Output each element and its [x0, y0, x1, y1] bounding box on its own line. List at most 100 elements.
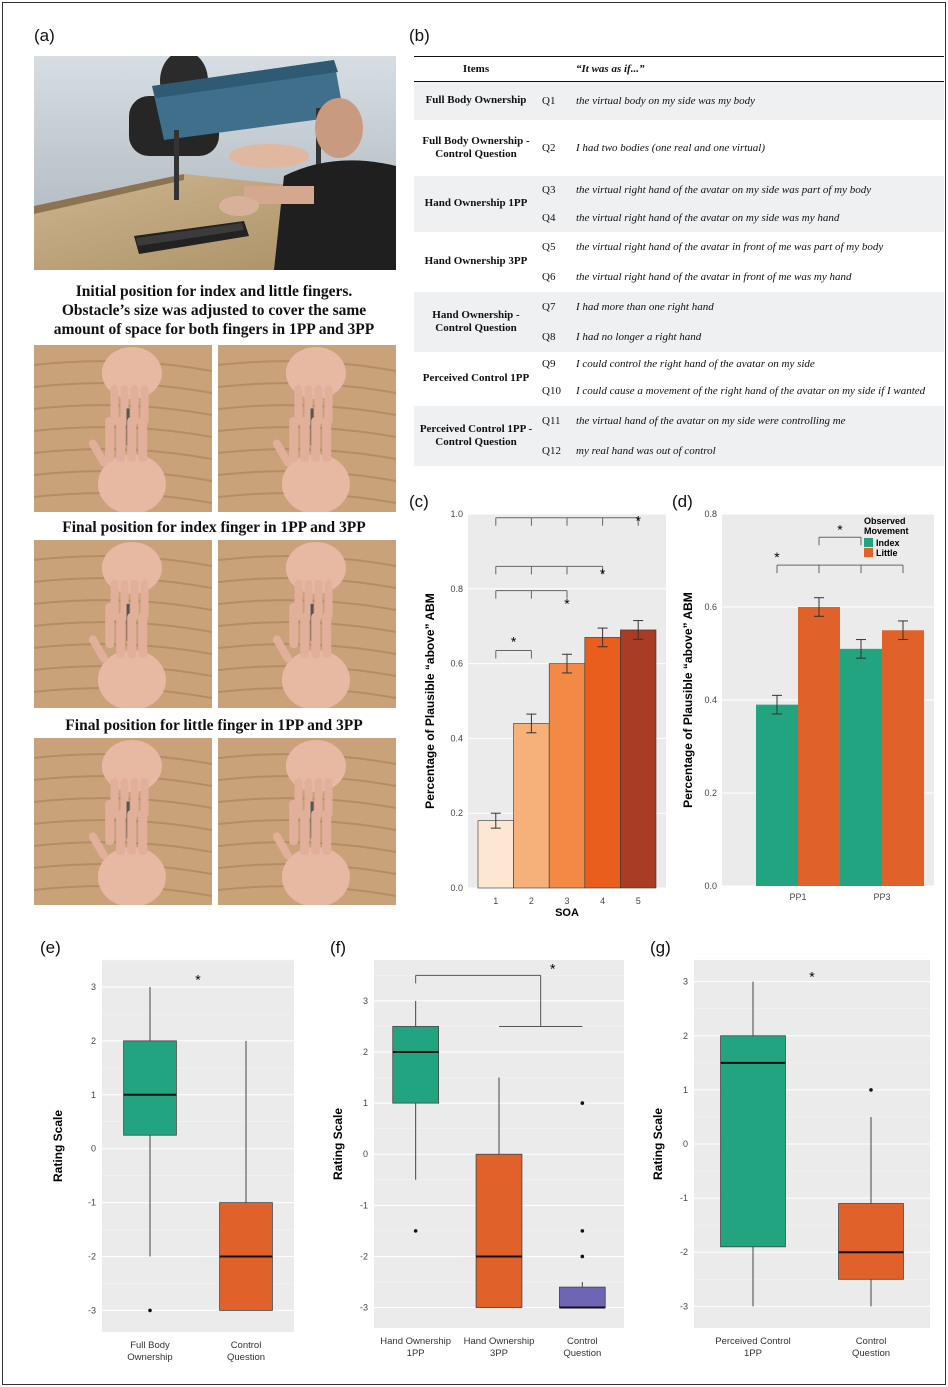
- palm: [281, 847, 350, 905]
- caption-initial-line-3: amount of space for both fingers in 1PP …: [53, 321, 375, 338]
- finger: [138, 613, 148, 658]
- y-tick-label: 0: [363, 1149, 368, 1159]
- finger: [130, 385, 139, 425]
- y-axis-label: Rating Scale: [51, 1110, 65, 1182]
- y-tick-label: 3: [91, 982, 96, 992]
- y-tick-label: 0.2: [450, 808, 463, 818]
- y-tick-label: 1: [91, 1090, 96, 1100]
- lower-hand: [88, 603, 166, 708]
- question-id: Q11: [538, 405, 572, 436]
- lower-hand: [272, 603, 350, 708]
- y-tick-label: -3: [680, 1301, 688, 1311]
- y-tick-label: 0.4: [704, 695, 717, 705]
- outlier-point: [148, 1308, 152, 1313]
- box-body: [720, 1035, 786, 1248]
- finger: [311, 810, 321, 855]
- group-label: Hand Ownership 1PP: [414, 175, 538, 232]
- question-id: Q1: [538, 81, 572, 120]
- finger: [120, 778, 129, 818]
- question-text: the virtual right hand of the avatar in …: [576, 270, 852, 283]
- finger: [300, 613, 310, 658]
- question-id: Q7: [538, 291, 572, 322]
- finger: [105, 603, 115, 648]
- panel-label-g: (g): [650, 938, 671, 957]
- hand-image-little-1pp: [34, 738, 212, 905]
- x-tick-label-line-1: Control: [231, 1340, 262, 1351]
- y-tick-label: -2: [88, 1252, 96, 1262]
- x-tick-label-line-1: Perceived Control: [715, 1336, 791, 1347]
- finger: [322, 810, 332, 855]
- question-id: Q10: [542, 384, 561, 397]
- question-text: the virtual hand of the avatar on my sid…: [572, 405, 944, 436]
- finger: [324, 580, 333, 620]
- legend-label-little: Little: [876, 548, 898, 558]
- significance-star: *: [550, 960, 556, 976]
- group-label: Full Body Ownership - Control Question: [422, 134, 530, 160]
- legend-swatch-little: [864, 548, 873, 557]
- palm: [97, 650, 166, 708]
- questionnaire-table: Items “It was as if...” Full Body Owners…: [414, 56, 944, 466]
- bar-soa: [513, 723, 550, 889]
- y-tick-label: -1: [360, 1200, 368, 1210]
- outlier-point: [580, 1254, 585, 1259]
- finger: [289, 417, 299, 462]
- finger: [322, 613, 332, 658]
- legend-swatch-index: [864, 538, 873, 547]
- avatar-scene-image: [34, 56, 396, 270]
- question-text: the virtual right hand of the avatar in …: [576, 240, 884, 253]
- finger: [105, 417, 115, 462]
- legend-title-line-2: Movement: [864, 526, 909, 536]
- significance-star: *: [564, 596, 570, 612]
- panel-label-f: (f): [330, 938, 347, 957]
- significance-star: *: [635, 513, 641, 529]
- x-tick-label: PP1: [789, 892, 806, 902]
- upper-hand: [101, 347, 162, 425]
- x-tick-label-line-1: Full Body: [130, 1340, 170, 1351]
- x-tick-label: 5: [636, 896, 641, 906]
- caption-final-index: Final position for index finger in 1PP a…: [62, 519, 366, 536]
- hand-image-initial-3pp: [218, 345, 396, 512]
- group-label: Full Body Ownership: [414, 81, 538, 120]
- finger: [314, 580, 323, 620]
- y-axis-label: Percentage of Plausible “above” ABM: [423, 593, 437, 809]
- finger: [127, 810, 137, 855]
- x-tick-label: 4: [600, 896, 605, 906]
- y-axis-label: Percentage of Plausible “above” ABM: [681, 592, 695, 808]
- header-q: [538, 56, 572, 82]
- outlier-point: [580, 1229, 585, 1233]
- caption-initial: Initial position for index and little fi…: [28, 282, 400, 339]
- lower-hand: [272, 800, 350, 905]
- panel-label-e: (e): [40, 938, 61, 957]
- y-tick-label: 2: [363, 1047, 368, 1057]
- finger: [127, 417, 137, 462]
- finger: [140, 385, 149, 425]
- panel-label-b: (b): [409, 26, 430, 45]
- y-tick-label: 0: [683, 1139, 688, 1149]
- bar-little: [798, 607, 840, 886]
- question-text: I had two bodies (one real and one virtu…: [576, 141, 766, 154]
- finger: [289, 603, 299, 648]
- finger: [322, 417, 332, 462]
- question-text: I could control the right hand of the av…: [576, 357, 815, 370]
- bar-index: [756, 704, 798, 886]
- x-tick-label-line-2: Question: [852, 1348, 890, 1359]
- finger: [116, 613, 126, 658]
- palm: [97, 847, 166, 905]
- finger: [140, 778, 149, 818]
- caption-initial-line-1: Initial position for index and little fi…: [75, 283, 353, 300]
- box-body: [559, 1286, 606, 1308]
- thumb: [88, 832, 108, 860]
- question-text: I had more than one right hand: [572, 291, 944, 322]
- upper-hand: [101, 740, 162, 818]
- panel-label-a: (a): [34, 26, 55, 45]
- finger: [324, 385, 333, 425]
- y-tick-label: -1: [680, 1193, 688, 1203]
- significance-star: *: [511, 634, 517, 650]
- bar-soa: [477, 820, 514, 889]
- finger: [110, 385, 119, 425]
- question-text: the virtual right hand of the avatar on …: [572, 175, 944, 204]
- finger: [314, 778, 323, 818]
